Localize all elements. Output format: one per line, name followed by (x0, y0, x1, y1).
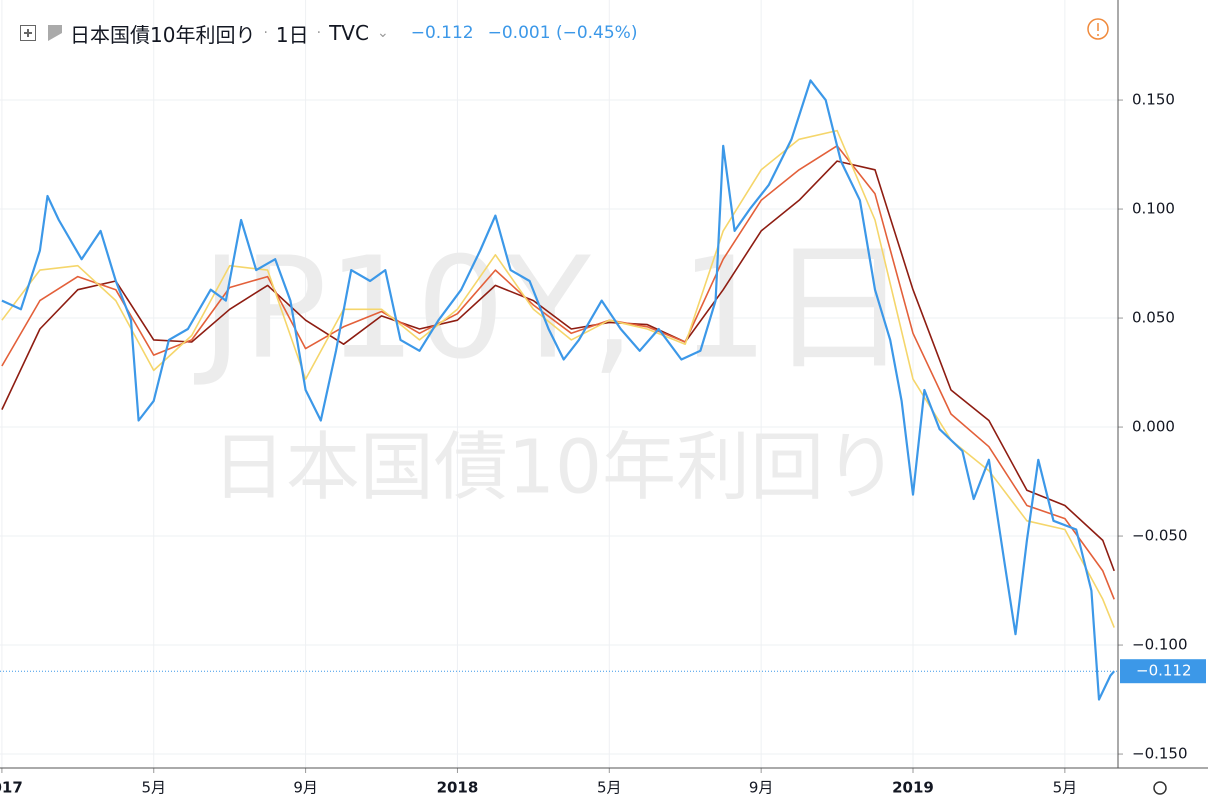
x-tick-label: 9月 (293, 779, 318, 797)
series-line (1, 160, 1115, 572)
flag-icon[interactable] (48, 25, 62, 41)
x-tick-label: 5月 (597, 779, 622, 797)
watermark: 日本国債10年利回り (212, 425, 898, 511)
separator: · (316, 25, 322, 41)
add-icon[interactable] (20, 25, 36, 41)
y-tick-label: 0.000 (1132, 418, 1175, 436)
x-tick-label: 5月 (141, 779, 166, 797)
last-price-badge (1120, 659, 1206, 684)
x-tick-label: 2018 (437, 779, 479, 797)
y-tick-label: −0.150 (1132, 745, 1188, 763)
interval[interactable]: 1日 (275, 22, 309, 47)
y-tick-label: −0.100 (1132, 636, 1188, 654)
y-tick-label: −0.050 (1132, 527, 1188, 545)
y-tick-label: 0.150 (1132, 91, 1175, 109)
last-price-label: −0.112 (1136, 662, 1192, 680)
source[interactable]: TVC (329, 21, 369, 45)
series-line (1, 145, 1115, 600)
y-tick-label: 0.050 (1132, 309, 1175, 327)
x-tick-label: 9月 (749, 779, 774, 797)
y-tick-label: 0.100 (1132, 200, 1175, 218)
header: 日本国債10年利回り · 1日 · TVC ⌄ −0.112 −0.001 (−… (20, 18, 637, 48)
symbol[interactable]: 日本国債10年利回り (70, 22, 256, 47)
price-change: −0.001 (−0.45%) (487, 23, 638, 43)
watermark: JP10Y, 1日 (193, 228, 908, 391)
x-tick-label: 5月 (1053, 779, 1078, 797)
series-line (1, 79, 1116, 701)
x-tick-label: 2017 (0, 779, 23, 797)
last-price: −0.112 (410, 23, 474, 43)
dropdown-icon[interactable]: ⌄ (376, 25, 389, 41)
separator: · (263, 25, 268, 41)
x-tick-label: 2019 (892, 779, 934, 797)
